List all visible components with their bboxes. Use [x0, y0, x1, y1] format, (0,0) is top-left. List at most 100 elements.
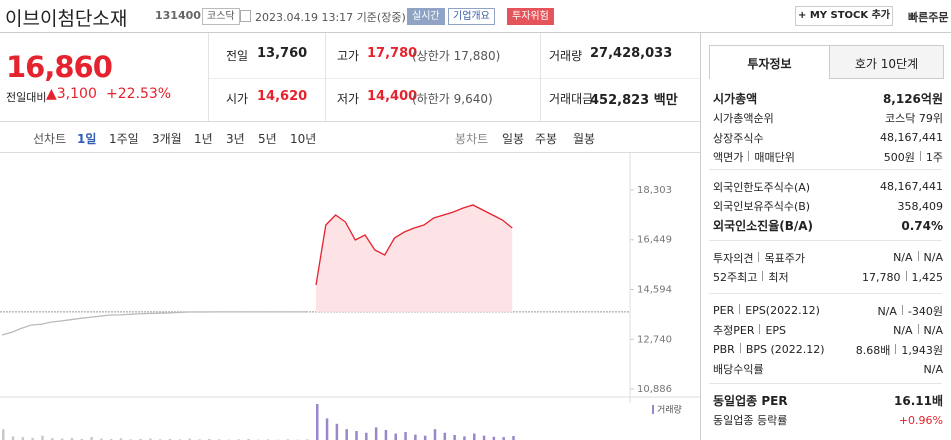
info-row: 동일업종 PER 16.11배	[713, 391, 943, 410]
info-label: 투자의견 목표주가	[713, 250, 805, 266]
divider	[709, 240, 942, 241]
info-row: 추정PER EPS N/A N/A	[713, 321, 943, 340]
value-part: 17,780	[862, 270, 901, 284]
candle-tab[interactable]: 월봉	[573, 132, 596, 146]
period-tab[interactable]: 1년	[194, 132, 213, 146]
change: ▲3,100	[46, 86, 97, 102]
volume-bar	[433, 429, 437, 440]
info-value: 358,409	[898, 200, 944, 213]
divider	[709, 169, 942, 170]
change-label: 전일대비	[6, 91, 47, 104]
summary-value: 13,760	[257, 46, 308, 61]
volume-bar	[21, 437, 25, 440]
volume-bar	[463, 436, 466, 440]
volume-bar	[168, 438, 172, 440]
info-row: PER EPS(2022.12) N/A -340원	[713, 301, 943, 320]
volume-bar	[316, 404, 319, 440]
volume-bar	[208, 438, 211, 440]
info-label: 동일업종 PER	[713, 392, 788, 409]
y-tick-label: 12,740	[637, 334, 672, 345]
info-value: +0.96%	[899, 414, 943, 427]
sep	[758, 251, 760, 262]
value-part: 8.68배	[855, 343, 891, 357]
label-part: 동일업종 등락률	[713, 414, 788, 427]
sep	[905, 270, 907, 281]
divider	[0, 32, 951, 33]
value-part: N/A	[893, 251, 913, 264]
summary-label: 저가	[337, 92, 360, 106]
info-row: 시가총액순위 코스닥 79위	[713, 109, 943, 128]
summary-value: 452,823 백만	[590, 93, 678, 108]
value-part: N/A	[923, 323, 943, 337]
overview-button[interactable]: 기업개요	[448, 8, 495, 25]
value-part: 1,943원	[901, 343, 943, 357]
period-tab[interactable]: 5년	[258, 132, 277, 146]
value-part: +0.96%	[898, 413, 943, 427]
sep	[739, 343, 741, 353]
divider	[829, 78, 943, 79]
info-value: 0.74%	[901, 219, 943, 233]
volume-bar	[502, 437, 505, 440]
divider	[540, 33, 541, 121]
calendar-icon	[240, 10, 251, 22]
candle-tab[interactable]: 주봉	[535, 132, 558, 146]
info-label: 외국인보유주식수(B)	[713, 198, 810, 214]
period-tab[interactable]: 3년	[226, 132, 245, 146]
tab[interactable]	[829, 45, 944, 79]
info-label: 외국인소진율(B/A)	[713, 217, 813, 234]
stock-code: 131400	[155, 9, 201, 22]
value-part: 코스닥 79위	[885, 112, 943, 125]
label-part: 외국인소진율(B/A)	[713, 219, 814, 233]
summary-note: (하한가 9,640)	[412, 92, 493, 106]
volume-bar	[492, 436, 496, 440]
volume-bar	[90, 437, 93, 440]
volume-bar	[473, 433, 476, 440]
summary-label: 시가	[226, 92, 249, 106]
period-tab[interactable]: 10년	[290, 132, 317, 146]
value-part: 48,167,441	[880, 180, 943, 193]
price-line	[315, 204, 513, 286]
value-part: 16.11배	[894, 394, 943, 408]
mystock-button[interactable]: + MY STOCK 추가	[795, 6, 893, 26]
summary-value: 14,400	[367, 89, 418, 104]
period-tab[interactable]: 3개월	[152, 132, 182, 146]
candle-tab[interactable]: 일봉	[502, 132, 525, 146]
label-part: 최저	[768, 271, 789, 284]
change-rate: +22.53%	[106, 86, 172, 102]
period-tab[interactable]: 1일	[77, 132, 97, 146]
label-part: 추정PER	[713, 324, 755, 337]
info-row: 외국인한도주식수(A) 48,167,441	[713, 177, 943, 196]
stock-name: 이브이첨단소재	[5, 8, 128, 30]
info-value: N/A -340원	[877, 303, 943, 319]
label-part: 동일업종 PER	[713, 394, 788, 408]
quick-order[interactable]: 빠른주문	[908, 11, 949, 24]
label-part: EPS	[765, 324, 787, 337]
divider	[0, 152, 700, 153]
datetime: 2023.04.19 13:17 기준(장중)	[255, 11, 406, 24]
volume-bar	[335, 423, 339, 440]
tab-active[interactable]	[709, 45, 830, 79]
sep	[895, 343, 897, 354]
info-row: 투자의견 목표주가 N/A N/A	[713, 248, 943, 267]
value-part: N/A	[893, 323, 913, 337]
divider	[208, 78, 700, 79]
period-tab[interactable]: 1주일	[109, 132, 139, 146]
info-value: 48,167,441	[880, 131, 943, 144]
info-value: 코스닥 79위	[885, 110, 943, 126]
info-value: 8,126억원	[883, 90, 943, 107]
sep	[901, 304, 903, 315]
info-row: 액면가 매매단위 500원 1주	[713, 148, 943, 167]
info-label: 시가총액순위	[713, 110, 774, 126]
volume-bar	[109, 438, 113, 440]
value-part: N/A	[923, 362, 943, 376]
volume-bar	[482, 435, 486, 440]
volume-bar	[443, 432, 447, 440]
volume-bar	[512, 436, 515, 440]
info-label: 추정PER EPS	[713, 322, 786, 338]
sep	[762, 271, 764, 281]
value-part: 0.74%	[901, 218, 943, 233]
realtime-badge[interactable]: 실시간	[407, 8, 445, 25]
sep	[919, 151, 921, 161]
sep	[917, 323, 919, 334]
divider	[700, 33, 701, 440]
